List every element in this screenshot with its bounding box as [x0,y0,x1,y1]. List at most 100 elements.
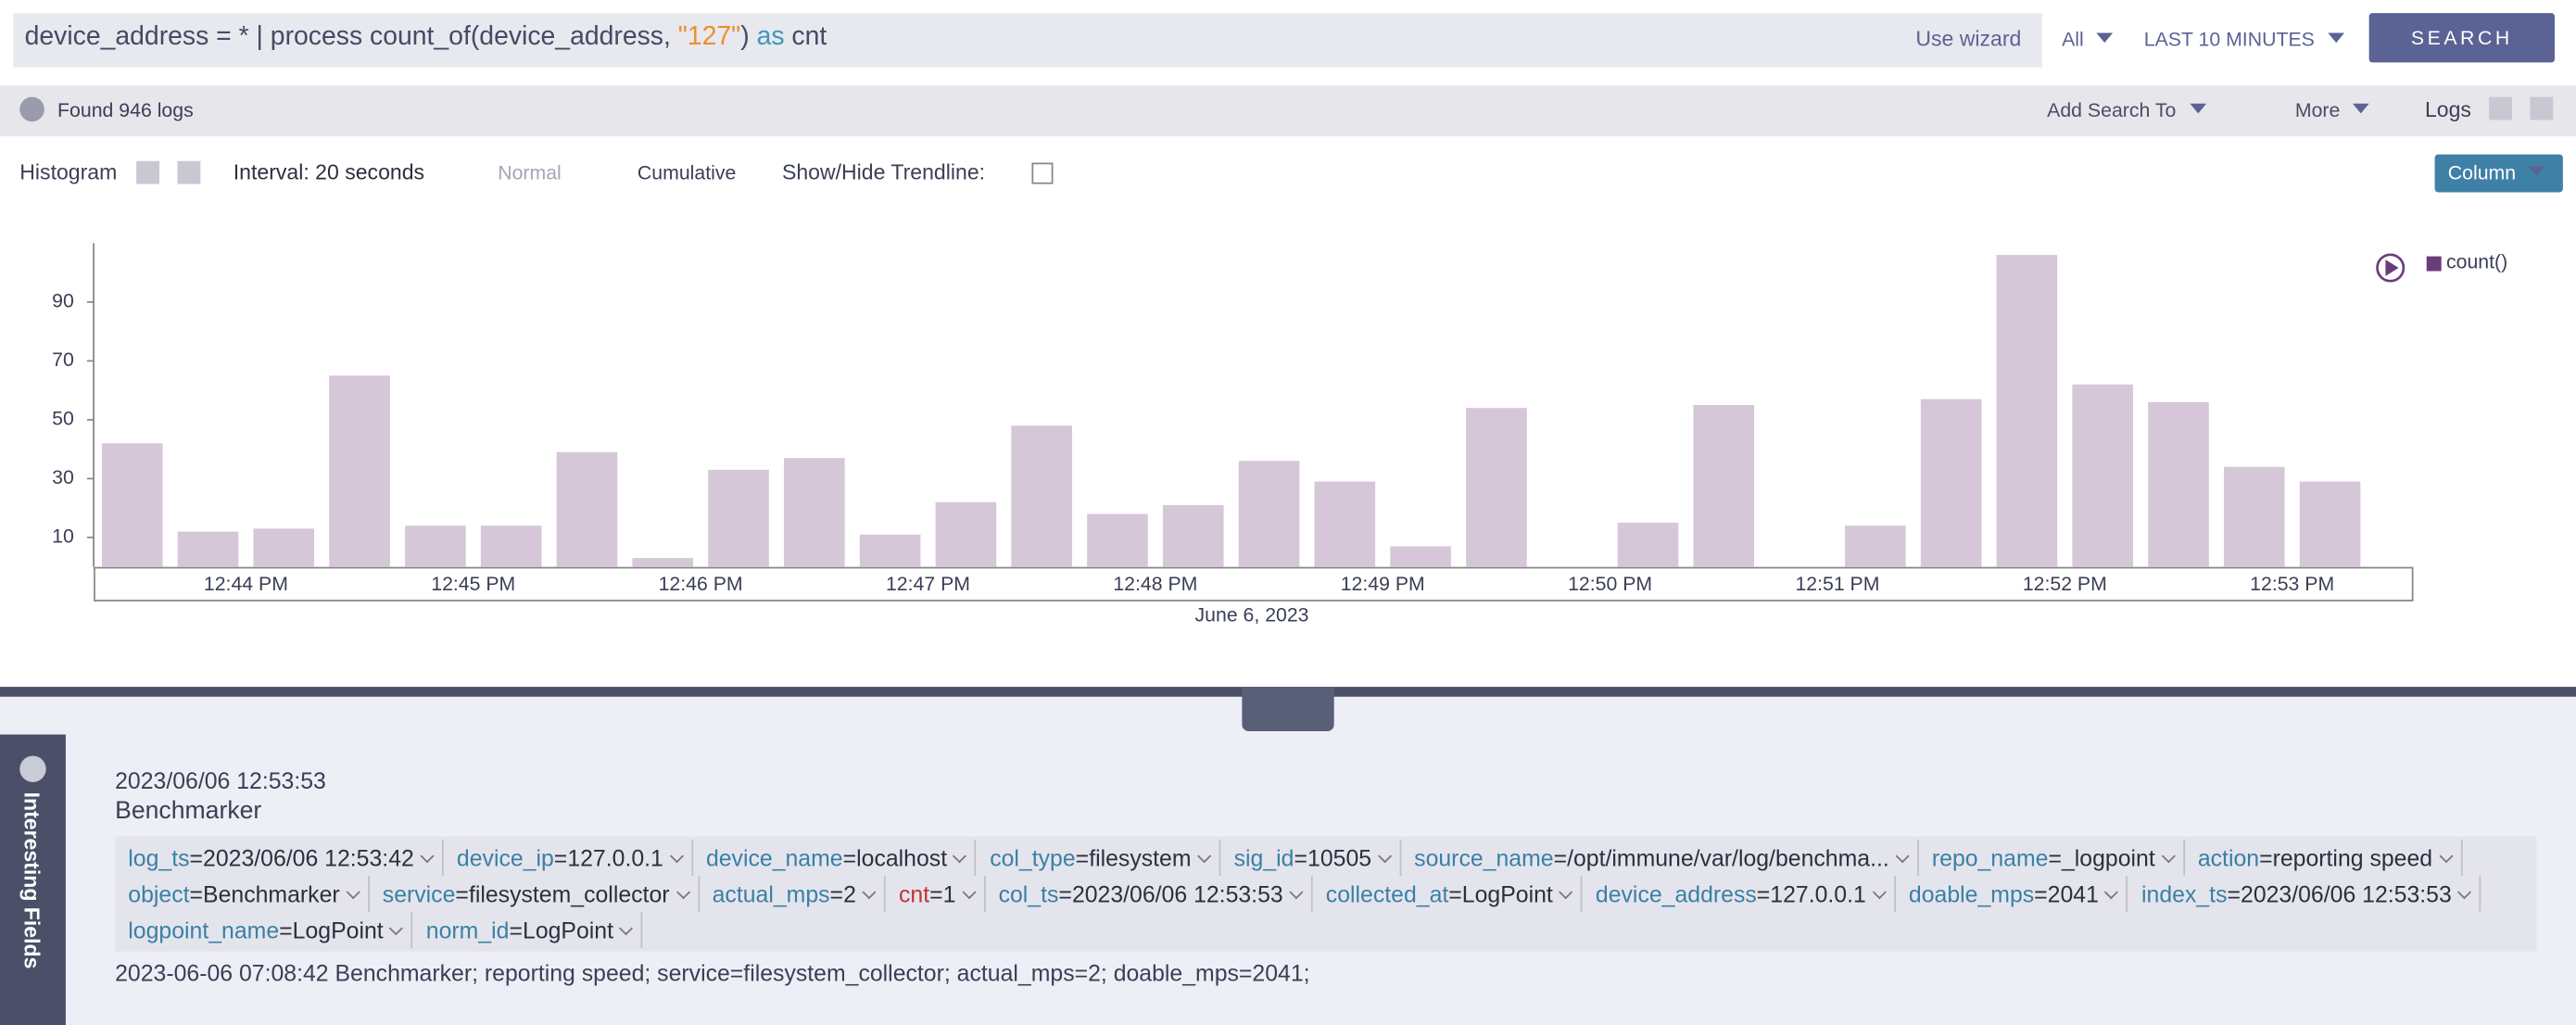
query-part: cnt [784,22,827,51]
field[interactable]: norm_id=LogPoint [420,912,643,949]
field[interactable]: device_name=localhost [700,840,978,877]
field[interactable]: index_ts=2023/06/06 12:53:53 [2135,876,2481,913]
field-key: logpoint_name [128,917,280,943]
log-time: 2023/06/06 12:53:53 [115,766,326,794]
field-key: col_ts [998,880,1059,907]
more-menu[interactable]: More [2259,98,2369,121]
field-separator: = [1075,844,1090,871]
histogram-toggle[interactable] [136,160,159,184]
query-part: device_address = * | process count_of(de… [24,22,678,51]
bar [480,525,542,567]
field[interactable]: logpoint_name=LogPoint [121,912,413,949]
field-separator: = [929,880,943,907]
x-tick-label: 12:48 PM [1113,573,1197,595]
field-key: device_address [1595,880,1757,907]
time-select[interactable]: LAST 10 MINUTES [2144,28,2344,51]
query[interactable]: device_address = * | process count_of(de… [25,23,827,53]
bar [859,534,921,567]
play-button[interactable] [2376,253,2406,283]
view-toggle[interactable] [2530,96,2554,120]
bar [1920,399,1982,567]
chart-kind[interactable]: Column [2434,154,2563,193]
histogram-toggle[interactable] [177,160,201,184]
x-tick-label: 12:52 PM [2023,573,2107,595]
y-tick-label: 30 [52,466,74,488]
x-tick-label: 12:53 PM [2250,573,2334,595]
cumulative-mode[interactable]: Cumulative [637,160,737,184]
field-value: 10505 [1307,844,1372,871]
field[interactable]: cnt=1 [892,876,986,913]
field-separator: = [2048,844,2062,871]
sidebar-label: Interesting Fields [19,791,44,969]
field-key: service [382,880,456,907]
bar [1845,525,1906,567]
field-separator: = [1553,844,1568,871]
field[interactable]: collected_at=LogPoint [1320,876,1583,913]
sidebar[interactable] [0,734,66,1025]
play-icon [2385,259,2399,276]
field-separator: = [189,880,204,907]
bar [405,525,466,567]
field-value: reporting speed [2272,844,2433,871]
field-value: 2 [843,880,856,907]
field-key: object [128,880,190,907]
bar [1996,255,2058,567]
collapse-tab[interactable] [1242,687,1334,731]
bar [1162,505,1224,567]
field-key: device_name [705,844,843,871]
search-button[interactable]: SEARCH [2368,13,2556,63]
field[interactable]: log_ts=2023/06/06 12:53:42 [121,840,444,877]
sidebar-icon[interactable] [19,755,46,782]
field[interactable]: object=Benchmarker [121,876,370,913]
field-value: localhost [856,844,948,871]
field-value: 2023/06/06 12:53:53 [2241,880,2452,907]
trendline-label: Show/Hide Trendline: [781,158,986,184]
search-bar[interactable] [13,13,2042,68]
field[interactable]: source_name=/opt/immune/var/log/benchma.… [1408,840,1919,877]
field[interactable]: actual_mps=2 [706,876,886,913]
view-toggle[interactable] [2489,96,2512,120]
field[interactable]: sig_id=10505 [1228,840,1401,877]
field-key: index_ts [2141,880,2228,907]
field[interactable]: device_address=127.0.0.1 [1589,876,1896,913]
field-key: sig_id [1233,844,1294,871]
field-separator: = [1058,880,1072,907]
field-separator: = [842,844,857,871]
trendline-checkbox[interactable] [1031,162,1054,184]
bar [1466,408,1527,567]
field-key: action [2197,844,2260,871]
repo-select[interactable]: All [2062,28,2114,51]
normal-mode[interactable]: Normal [498,160,562,184]
x-tick-label: 12:47 PM [886,573,970,595]
field-key: doable_mps [1908,880,2035,907]
legend-label: count() [2446,250,2507,272]
bar [101,443,163,567]
field-value: 2041 [2047,880,2099,907]
add-search[interactable]: Add Search To [2011,98,2205,121]
wizard-link[interactable]: Use wizard [1915,26,2022,51]
field-value: 2023/06/06 12:53:53 [1071,880,1283,907]
field-value: /opt/immune/var/log/benchma... [1567,844,1889,871]
field-separator: = [1756,880,1771,907]
bar [1011,425,1072,567]
x-tick-label: 12:50 PM [1568,573,1652,595]
bar [935,501,997,567]
field[interactable]: col_ts=2023/06/06 12:53:53 [991,876,1313,913]
field[interactable]: col_type=filesystem [983,840,1221,877]
field[interactable]: doable_mps=2041 [1902,876,2128,913]
field-key: repo_name [1931,844,2049,871]
field[interactable]: service=filesystem_collector [376,876,700,913]
field-key: cnt [898,880,930,907]
field-separator: = [553,844,568,871]
y-tick-label: 50 [52,408,74,430]
field[interactable]: repo_name=_logpoint [1926,840,2185,877]
y-tick-label: 10 [52,525,74,548]
field[interactable]: action=reporting speed [2191,840,2463,877]
field-separator: = [829,880,844,907]
field-value: _logpoint [2061,844,2155,871]
field-value: Benchmarker [203,880,340,907]
log-source: Benchmarker [115,796,262,826]
field[interactable]: device_ip=127.0.0.1 [450,840,693,877]
